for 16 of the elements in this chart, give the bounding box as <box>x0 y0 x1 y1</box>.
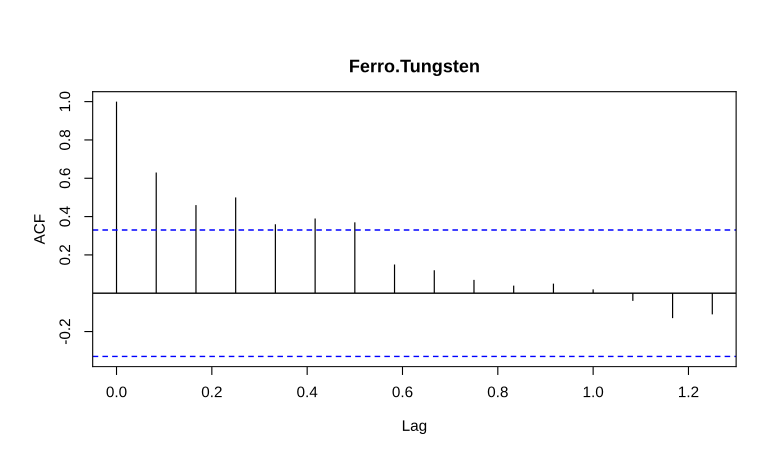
y-tick-label: 0.2 <box>59 245 70 265</box>
y-tick-label: 0.6 <box>59 168 70 188</box>
y-tick-label: 1.0 <box>59 92 70 112</box>
x-tick-label: 0.8 <box>488 386 508 398</box>
y-tick-label: -0.2 <box>59 319 70 344</box>
x-tick-label: 1.2 <box>679 386 698 398</box>
y-axis-title: ACF <box>34 214 45 244</box>
chart-title: Ferro.Tungsten <box>350 60 479 76</box>
y-tick-label: 0.8 <box>59 130 70 150</box>
x-tick-label: 0.4 <box>297 386 318 398</box>
x-tick-label: 0.6 <box>392 386 412 398</box>
x-tick-label: 0.0 <box>106 386 127 398</box>
x-tick-label: 1.0 <box>584 386 604 398</box>
y-tick-label: 0.4 <box>59 206 70 227</box>
x-tick-label: 0.2 <box>202 386 222 398</box>
x-axis-title: Lag <box>402 420 426 434</box>
